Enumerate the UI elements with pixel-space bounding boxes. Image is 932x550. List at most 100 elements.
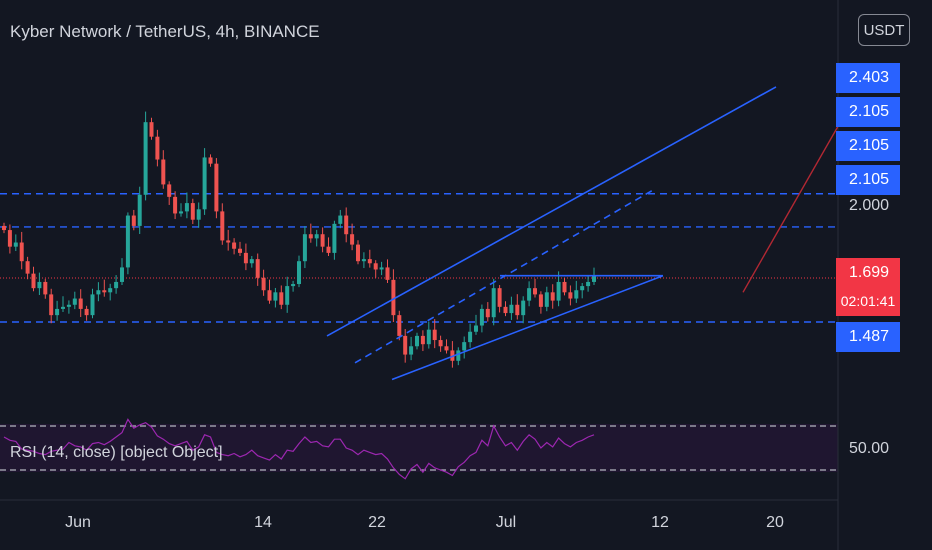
candle-25 — [149, 122, 154, 137]
price-label-2105-c: 2.105 — [836, 165, 900, 195]
candle-countdown: 02:01:41 — [836, 286, 900, 316]
candle-54 — [320, 234, 325, 247]
candle-39 — [232, 242, 237, 249]
candle-43 — [255, 259, 260, 278]
current-price-label: 1.699 — [836, 258, 900, 288]
candle-49 — [291, 284, 296, 287]
candle-34 — [202, 157, 207, 210]
candle-12 — [72, 298, 77, 305]
candle-72 — [426, 329, 431, 345]
candle-44 — [261, 277, 266, 291]
candle-9 — [55, 308, 60, 316]
candle-29 — [173, 196, 178, 214]
time-tick-12: 12 — [651, 514, 669, 531]
candle-3 — [19, 242, 24, 262]
candle-100 — [592, 275, 596, 282]
time-tick-jul: Jul — [495, 514, 517, 531]
candle-33 — [196, 209, 201, 220]
candle-89 — [527, 288, 532, 301]
candle-75 — [444, 346, 449, 351]
time-tick-20: 20 — [766, 514, 784, 531]
candle-96 — [568, 292, 573, 299]
candle-56 — [332, 223, 337, 253]
candle-67 — [397, 315, 402, 336]
candle-62 — [367, 259, 372, 264]
candle-85 — [503, 306, 508, 314]
rsi-scale-label: 50.00 — [849, 440, 890, 457]
candle-46 — [273, 292, 278, 301]
candle-21 — [125, 215, 130, 268]
candle-41 — [243, 252, 248, 264]
candle-10 — [61, 306, 65, 309]
candle-64 — [379, 267, 384, 270]
candle-27 — [161, 159, 166, 185]
candle-61 — [361, 259, 366, 262]
candle-35 — [208, 157, 213, 164]
candle-68 — [403, 335, 408, 355]
candle-36 — [214, 163, 219, 212]
candle-15 — [90, 294, 95, 316]
price-label-2403: 2.403 — [836, 63, 900, 93]
rising-trend-line — [742, 125, 839, 293]
candle-51 — [302, 234, 307, 262]
price-label-2000: 2.000 — [849, 197, 890, 214]
time-tick-14: 14 — [254, 514, 272, 531]
candle-78 — [462, 342, 467, 351]
chart-title: Kyber Network / TetherUS, 4h, BINANCE — [10, 22, 320, 41]
candle-87 — [515, 304, 520, 316]
candle-42 — [249, 259, 254, 264]
candle-37 — [220, 211, 225, 241]
candle-93 — [550, 292, 555, 301]
candle-77 — [456, 350, 461, 361]
candle-6 — [37, 281, 42, 289]
candle-26 — [155, 136, 160, 160]
candle-79 — [468, 331, 473, 343]
candle-4 — [25, 261, 30, 274]
price-label-2105-a: 2.105 — [836, 97, 900, 127]
candle-31 — [184, 203, 189, 212]
candle-2 — [13, 242, 18, 247]
candle-45 — [267, 290, 272, 301]
candle-0 — [2, 225, 6, 231]
candle-40 — [238, 248, 242, 253]
candle-47 — [279, 292, 284, 305]
price-label-2105-b: 2.105 — [836, 131, 900, 161]
candle-58 — [344, 215, 349, 235]
candle-88 — [521, 300, 526, 316]
currency-button[interactable]: USDT — [858, 14, 910, 46]
candle-70 — [415, 335, 419, 347]
candle-97 — [574, 290, 579, 299]
candle-82 — [485, 308, 490, 318]
candle-7 — [43, 281, 48, 295]
rsi-band-background — [0, 424, 838, 472]
candle-23 — [137, 194, 142, 226]
candle-66 — [391, 279, 396, 316]
candle-19 — [114, 281, 119, 289]
candle-18 — [108, 288, 113, 293]
candle-73 — [432, 329, 437, 341]
candle-86 — [509, 304, 514, 314]
candle-71 — [420, 335, 425, 345]
candle-92 — [544, 292, 549, 307]
candle-91 — [538, 294, 543, 307]
rsi-legend: RSI (14, close) [object Object] — [10, 444, 223, 461]
candle-99 — [586, 281, 591, 287]
candle-8 — [49, 294, 54, 316]
candle-17 — [102, 290, 107, 293]
candle-30 — [179, 211, 183, 214]
candle-5 — [31, 273, 36, 289]
candle-94 — [556, 281, 561, 301]
candle-13 — [78, 298, 83, 309]
candle-81 — [479, 308, 484, 326]
candle-22 — [131, 215, 136, 226]
candle-11 — [66, 304, 71, 307]
rsi-line — [3, 418, 595, 480]
candle-98 — [580, 286, 585, 291]
candle-63 — [373, 263, 378, 270]
candle-53 — [314, 234, 319, 239]
time-tick-jun: Jun — [65, 514, 91, 531]
candle-20 — [120, 267, 124, 282]
candle-16 — [96, 290, 101, 295]
candle-80 — [474, 325, 478, 332]
